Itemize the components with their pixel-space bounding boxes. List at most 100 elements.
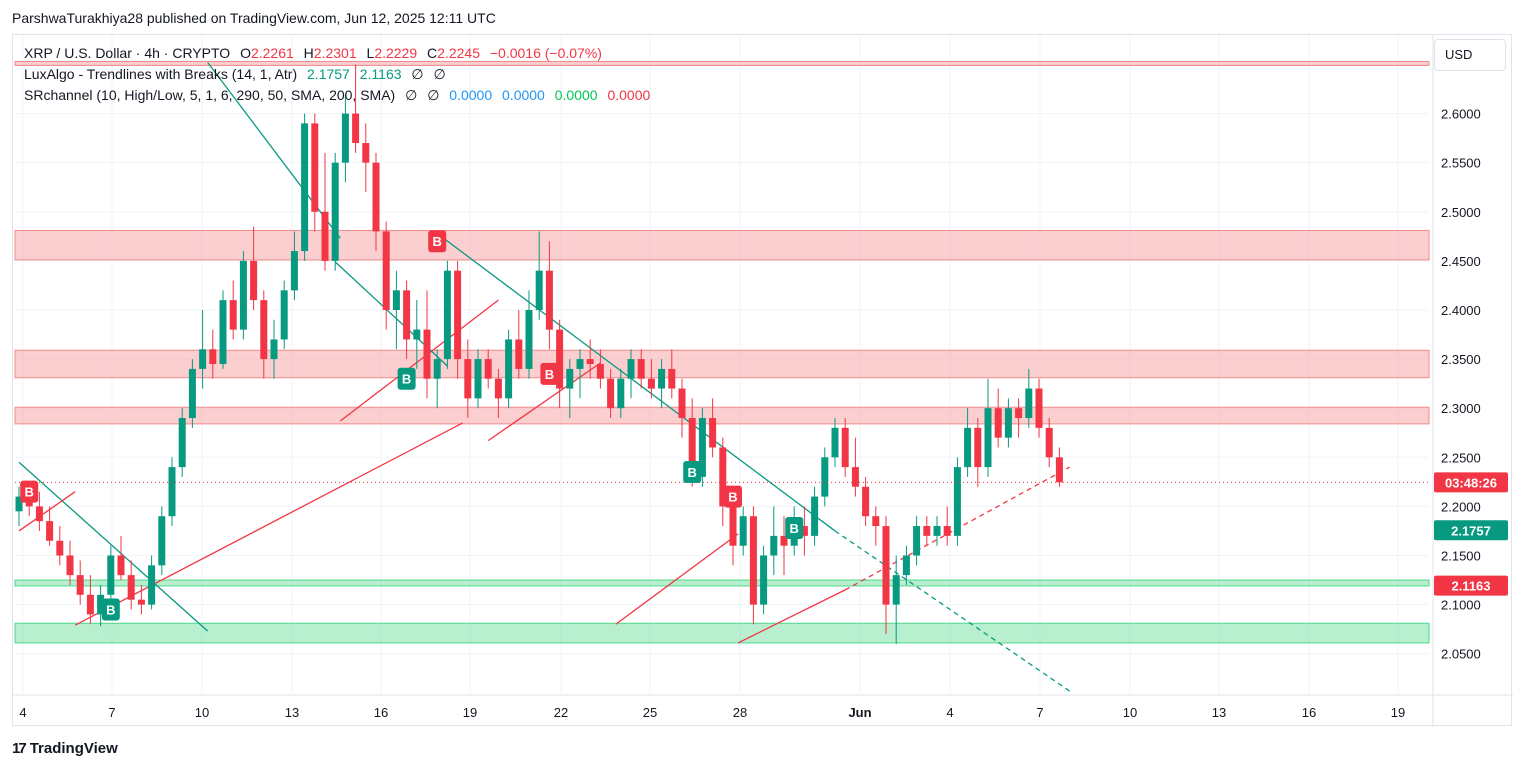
candle [872,506,880,546]
candle [770,506,778,576]
candle [341,93,349,183]
candle-body [35,506,43,522]
luxalgo-indicator-name[interactable]: LuxAlgo - Trendlines with Breaks (14, 1,… [24,66,298,82]
candle [158,506,166,576]
candle [301,113,309,261]
candle [739,506,747,556]
candle-body [178,418,186,468]
candle [494,368,502,419]
candle [647,359,655,399]
candle [892,555,900,644]
candle [1004,398,1012,448]
srchannel-value-4: 0.0000 [607,87,651,103]
currency-button[interactable]: USD [1434,39,1506,71]
y-tick-label: 2.1500 [1441,549,1481,564]
resistance-zone [14,229,1430,261]
upper-trendline-tag-text: 2.1757 [1451,523,1491,538]
luxalgo-lower-value: 2.1163 [359,66,402,82]
candle-body [331,162,339,261]
signal-badge [101,598,120,621]
luxalgo-legend: LuxAlgo - Trendlines with Breaks (14, 1,… [24,66,452,83]
trendline [487,362,601,442]
candle-body [617,378,625,409]
candle-body [770,535,778,556]
candle [15,486,23,527]
x-tick-label: 7 [108,705,115,720]
candle [1055,447,1063,487]
candle [841,418,849,477]
y-tick-label: 2.4000 [1441,303,1481,318]
change-value: −0.0016 (−0.07%) [489,45,602,61]
candle-body [56,540,64,556]
candle-body [831,427,839,458]
candle-body [250,260,258,301]
candle-body [66,555,74,576]
candle [229,280,237,340]
srchannel-value-2: 0.0000 [502,87,545,103]
candle [1015,398,1023,438]
candle-body [372,162,380,232]
candle [86,575,94,625]
chart-frame[interactable]: BBBBBBBB2.65002.60002.55002.50002.45002.… [12,34,1513,727]
candle-body [851,467,859,487]
x-tick-label: 7 [1036,705,1043,720]
candle [148,555,156,610]
candle-body [637,359,645,379]
candle-body [984,408,992,468]
candle [586,339,594,379]
candle-body [209,349,217,364]
luxalgo-na-1: ∅ [411,66,424,82]
srchannel-indicator-name[interactable]: SRchannel (10, High/Low, 5, 1, 6, 290, 5… [24,87,396,103]
luxalgo-na-2: ∅ [433,66,446,82]
symbol-legend: XRP / U.S. Dollar · 4h · CRYPTO O2.2261 … [24,45,608,61]
tradingview-logo[interactable]: 17 TradingView [12,740,118,757]
candle [270,319,278,379]
candle [760,545,768,615]
candle [178,408,186,477]
publisher-line: ParshwaTurakhiya28 published on TradingV… [12,10,496,26]
candle-body [301,123,309,252]
candle-body [729,506,737,546]
candle-body [586,359,594,364]
candle [280,280,288,350]
candle-body [821,457,829,497]
signal-text: B [688,465,697,480]
candle [964,408,972,477]
symbol-name[interactable]: XRP / U.S. Dollar · 4h · CRYPTO [24,45,231,61]
bullish-break-label: B [785,517,804,540]
candle [311,113,319,232]
candle-body [290,251,298,291]
candle-body [668,368,676,389]
candle-body [974,427,982,468]
candle [811,486,819,546]
candle [321,152,329,271]
price-chart[interactable]: BBBBBBBB2.65002.60002.55002.50002.45002.… [13,35,1513,727]
candle [576,349,584,399]
candle-body [913,526,921,556]
countdown-tag-text: 03:48:26 [1445,475,1497,490]
candle-body [841,427,849,468]
candle [617,368,625,419]
x-tick-label: 28 [733,705,747,720]
candle [382,221,390,330]
candle [117,535,125,581]
candle [994,388,1002,448]
countdown-tag-bg [1434,472,1508,493]
candle-body [525,309,533,369]
tradingview-mark-icon: 17 [12,740,27,757]
candle [474,349,482,409]
candle-body [800,526,808,536]
trendline [18,461,209,632]
candle [607,368,615,419]
candle [97,584,105,627]
x-tick-label: 22 [554,705,568,720]
candle-body [239,260,247,330]
candle [709,398,717,458]
signal-text: B [402,372,411,387]
srchannel-value-1: 0.0000 [449,87,493,103]
candle [851,437,859,497]
signal-badge [20,480,39,503]
candle-body [964,427,972,468]
y-tick-label: 2.2000 [1441,499,1481,514]
candle [1045,418,1053,468]
